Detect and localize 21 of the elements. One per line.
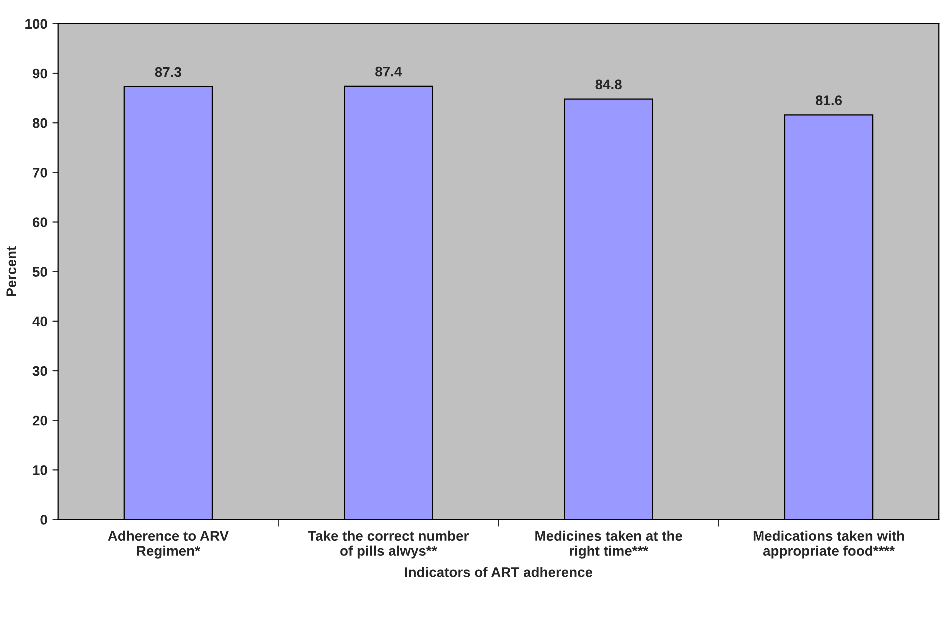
y-tick-label: 10	[33, 466, 48, 476]
y-tick-label: 0	[40, 515, 48, 525]
y-tick-label: 100	[26, 19, 48, 30]
y-tick-label: 50	[32, 267, 48, 278]
y-tick-label: 20	[32, 416, 48, 426]
x-tick-label: Adherence to ARV Regimen*	[108, 530, 229, 559]
data-label: 84.8	[596, 80, 622, 90]
x-tick-label: Take the correct number of pills alwys**	[308, 530, 469, 559]
y-axis-title: Percent	[6, 246, 16, 296]
y-tick-label: 60	[32, 218, 48, 228]
y-tick-label: 90	[32, 68, 48, 79]
y-tick-label: 40	[32, 316, 48, 327]
y-tick-label: 30	[32, 366, 48, 376]
data-label: 87.3	[155, 67, 182, 78]
x-axis-title: Indicators of ART adherence	[405, 567, 593, 578]
y-tick-label: 70	[33, 168, 48, 178]
y-tick-label: 80	[32, 118, 48, 128]
x-tick-label: Medicines taken at the right time***	[536, 530, 682, 559]
data-label: 81.6	[816, 96, 842, 106]
x-tick-label: Medications taken with appropriate food****	[754, 530, 904, 559]
data-label: 87.4	[376, 66, 402, 77]
